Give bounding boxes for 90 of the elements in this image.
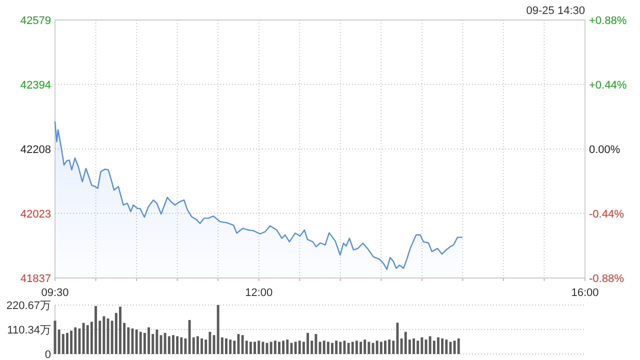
bar xyxy=(322,340,326,354)
bar xyxy=(86,325,89,354)
bar xyxy=(416,340,420,354)
bar xyxy=(278,342,280,354)
bar xyxy=(196,336,199,354)
bar xyxy=(131,328,134,354)
bar xyxy=(156,330,158,354)
bar xyxy=(331,342,334,354)
bar xyxy=(200,338,203,354)
y-tick-label: 42023 xyxy=(20,208,51,220)
bar xyxy=(343,340,346,354)
bar xyxy=(355,340,358,354)
bar xyxy=(453,340,456,354)
bar xyxy=(249,342,252,354)
bar xyxy=(364,340,366,354)
bar xyxy=(66,332,68,354)
bar xyxy=(237,334,240,354)
bar xyxy=(347,342,350,354)
bar xyxy=(70,330,73,354)
bar xyxy=(274,340,276,354)
y2-tick-label: +0.88% xyxy=(589,15,627,27)
bar xyxy=(172,335,174,354)
bar xyxy=(135,330,138,354)
bar xyxy=(384,340,386,354)
bar xyxy=(437,337,440,354)
bar xyxy=(457,338,460,354)
bar xyxy=(78,328,81,354)
y-tick-label: 41837 xyxy=(20,273,51,285)
bar xyxy=(216,305,220,354)
bar xyxy=(254,342,256,354)
bar xyxy=(127,327,130,354)
bar xyxy=(241,335,244,354)
y2-tick-label: -0.88% xyxy=(589,273,624,285)
bar xyxy=(262,342,264,354)
y2-tick-label: 0.00% xyxy=(589,144,620,156)
bar xyxy=(380,342,382,354)
bar xyxy=(102,316,106,354)
y-tick-label: 0 xyxy=(44,349,51,360)
bar xyxy=(294,342,297,354)
bar xyxy=(225,338,228,354)
bar xyxy=(376,340,378,354)
bar xyxy=(119,306,122,354)
y-tick-label: 42579 xyxy=(20,15,51,27)
bar xyxy=(74,327,77,354)
x-tick-label: 16:00 xyxy=(571,287,599,299)
bar xyxy=(351,342,354,354)
bar xyxy=(420,337,424,354)
text: 09-25 14:30 xyxy=(526,5,585,17)
bar xyxy=(286,340,289,354)
bar xyxy=(335,340,338,354)
bar xyxy=(360,342,362,354)
bar xyxy=(148,327,150,354)
x-tick-label: 09:30 xyxy=(41,287,69,299)
y-tick-label: 110.34万 xyxy=(7,324,51,336)
bar xyxy=(326,342,330,354)
x-tick-label: 12:00 xyxy=(245,287,273,299)
bar xyxy=(445,340,448,354)
bar xyxy=(139,332,142,354)
y2-tick-label: -0.44% xyxy=(589,208,624,220)
bar xyxy=(368,342,370,354)
bar xyxy=(282,340,285,354)
bar xyxy=(404,332,407,354)
bar xyxy=(94,306,97,354)
bar xyxy=(290,342,293,354)
bar xyxy=(339,342,342,354)
bar xyxy=(164,332,166,354)
y-tick-label: 42394 xyxy=(20,79,51,92)
y2-tick-label: +0.44% xyxy=(589,80,627,92)
y-tick-label: 42208 xyxy=(20,144,51,156)
bar xyxy=(388,340,391,354)
bar xyxy=(314,334,318,354)
bar xyxy=(441,338,444,354)
bar xyxy=(180,337,183,354)
y-tick-label: 220.67万 xyxy=(6,300,51,312)
bar xyxy=(412,338,415,354)
bar xyxy=(184,338,187,354)
bar xyxy=(188,320,191,354)
bar xyxy=(229,340,232,354)
bar xyxy=(306,332,309,354)
bar xyxy=(82,322,85,354)
bar xyxy=(176,336,179,354)
bar xyxy=(298,340,301,354)
bar xyxy=(58,330,60,354)
bar xyxy=(270,342,272,354)
bar xyxy=(428,336,432,354)
bar xyxy=(396,322,399,354)
bar xyxy=(168,336,170,354)
bar xyxy=(449,342,452,354)
bar xyxy=(208,332,212,354)
bar xyxy=(258,340,260,354)
